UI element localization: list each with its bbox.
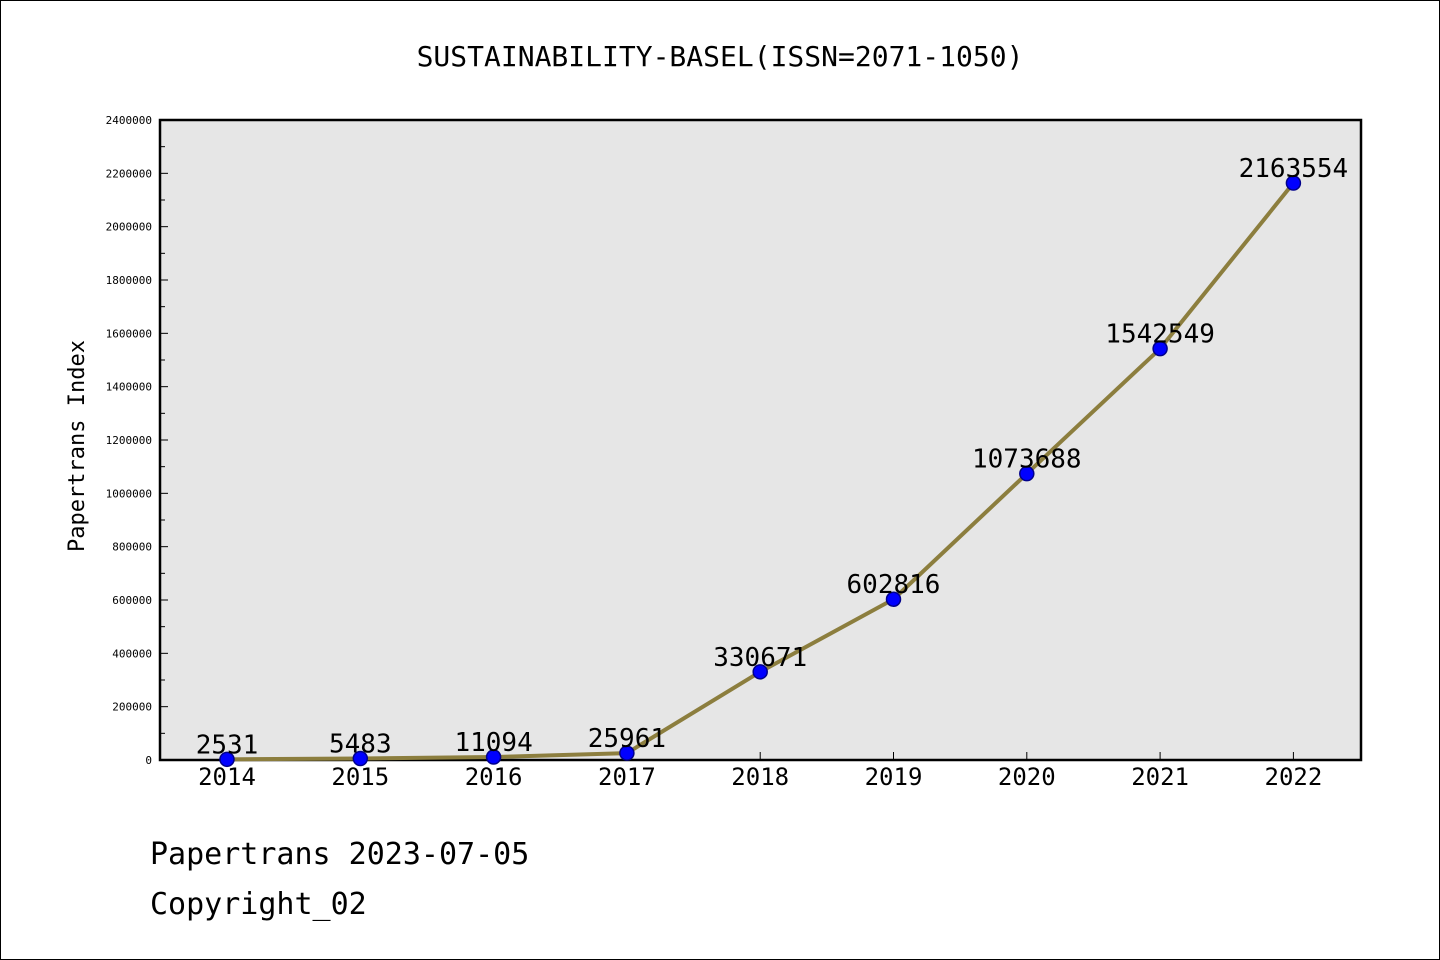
series-markers (219, 175, 1302, 768)
x-tick-label: 2017 (598, 763, 656, 791)
data-label-2020: 1073688 (972, 445, 1082, 475)
data-point-2019 (885, 591, 902, 607)
data-point-2017 (619, 745, 635, 761)
data-label-2019: 602816 (847, 570, 941, 600)
x-axis: 2014 2015 2016 2017 2018 2019 2020 2021 2022 (198, 752, 1322, 791)
data-label-2021: 1542549 (1105, 320, 1215, 350)
data-labels: 2531 5483 11094 25961 330671 602816 1073688 154… (196, 154, 1349, 760)
y-axis: 0 200000 400000 600000 800000 1000000 1200000 1… (106, 114, 168, 767)
y-tick-label: 2200000 (106, 167, 152, 180)
y-axis-label: Papertrans Index (65, 340, 90, 552)
y-tick-label: 1400000 (106, 381, 152, 394)
y-tick-label: 600000 (112, 594, 152, 607)
footer-date: Papertrans 2023-07-05 (150, 837, 529, 872)
y-tick-label: 400000 (112, 647, 152, 660)
x-tick-label: 2022 (1265, 763, 1323, 791)
x-tick-label: 2015 (331, 763, 389, 791)
y-tick-label: 1200000 (106, 434, 152, 447)
data-point-2015 (352, 750, 369, 767)
x-tick-label: 2016 (465, 763, 523, 791)
data-point-2020 (1019, 465, 1035, 482)
x-tick-label: 2018 (731, 763, 789, 791)
y-tick-label: 800000 (112, 541, 152, 554)
x-tick-label: 2014 (198, 763, 256, 791)
plot-area (158, 118, 1363, 762)
data-label-2022: 2163554 (1239, 154, 1349, 184)
data-label-2017: 25961 (588, 724, 666, 754)
data-point-2018 (752, 664, 768, 680)
data-label-2016: 11094 (454, 728, 532, 758)
data-point-2014 (219, 751, 235, 768)
y-tick-label: 1000000 (106, 487, 152, 500)
data-label-2018: 330671 (713, 643, 807, 673)
x-tick-label: 2021 (1131, 763, 1189, 791)
y-tick-label: 2000000 (106, 221, 152, 234)
y-tick-label: 200000 (112, 701, 152, 714)
x-tick-label: 2019 (865, 763, 923, 791)
y-tick-label: 1800000 (106, 274, 152, 287)
y-tick-label: 0 (145, 754, 152, 767)
y-tick-label: 1600000 (106, 327, 152, 340)
data-label-2014: 2531 (196, 730, 259, 760)
footer-copyright: Copyright_02 (150, 887, 367, 922)
data-point-2022 (1285, 175, 1302, 191)
chart-title: SUSTAINABILITY-BASEL(ISSN=2071-1050) (417, 40, 1024, 73)
x-tick-label: 2020 (998, 763, 1056, 791)
data-label-2015: 5483 (329, 730, 392, 760)
y-tick-label: 2400000 (106, 114, 152, 127)
data-point-2021 (1152, 340, 1168, 357)
data-point-2016 (485, 749, 502, 765)
